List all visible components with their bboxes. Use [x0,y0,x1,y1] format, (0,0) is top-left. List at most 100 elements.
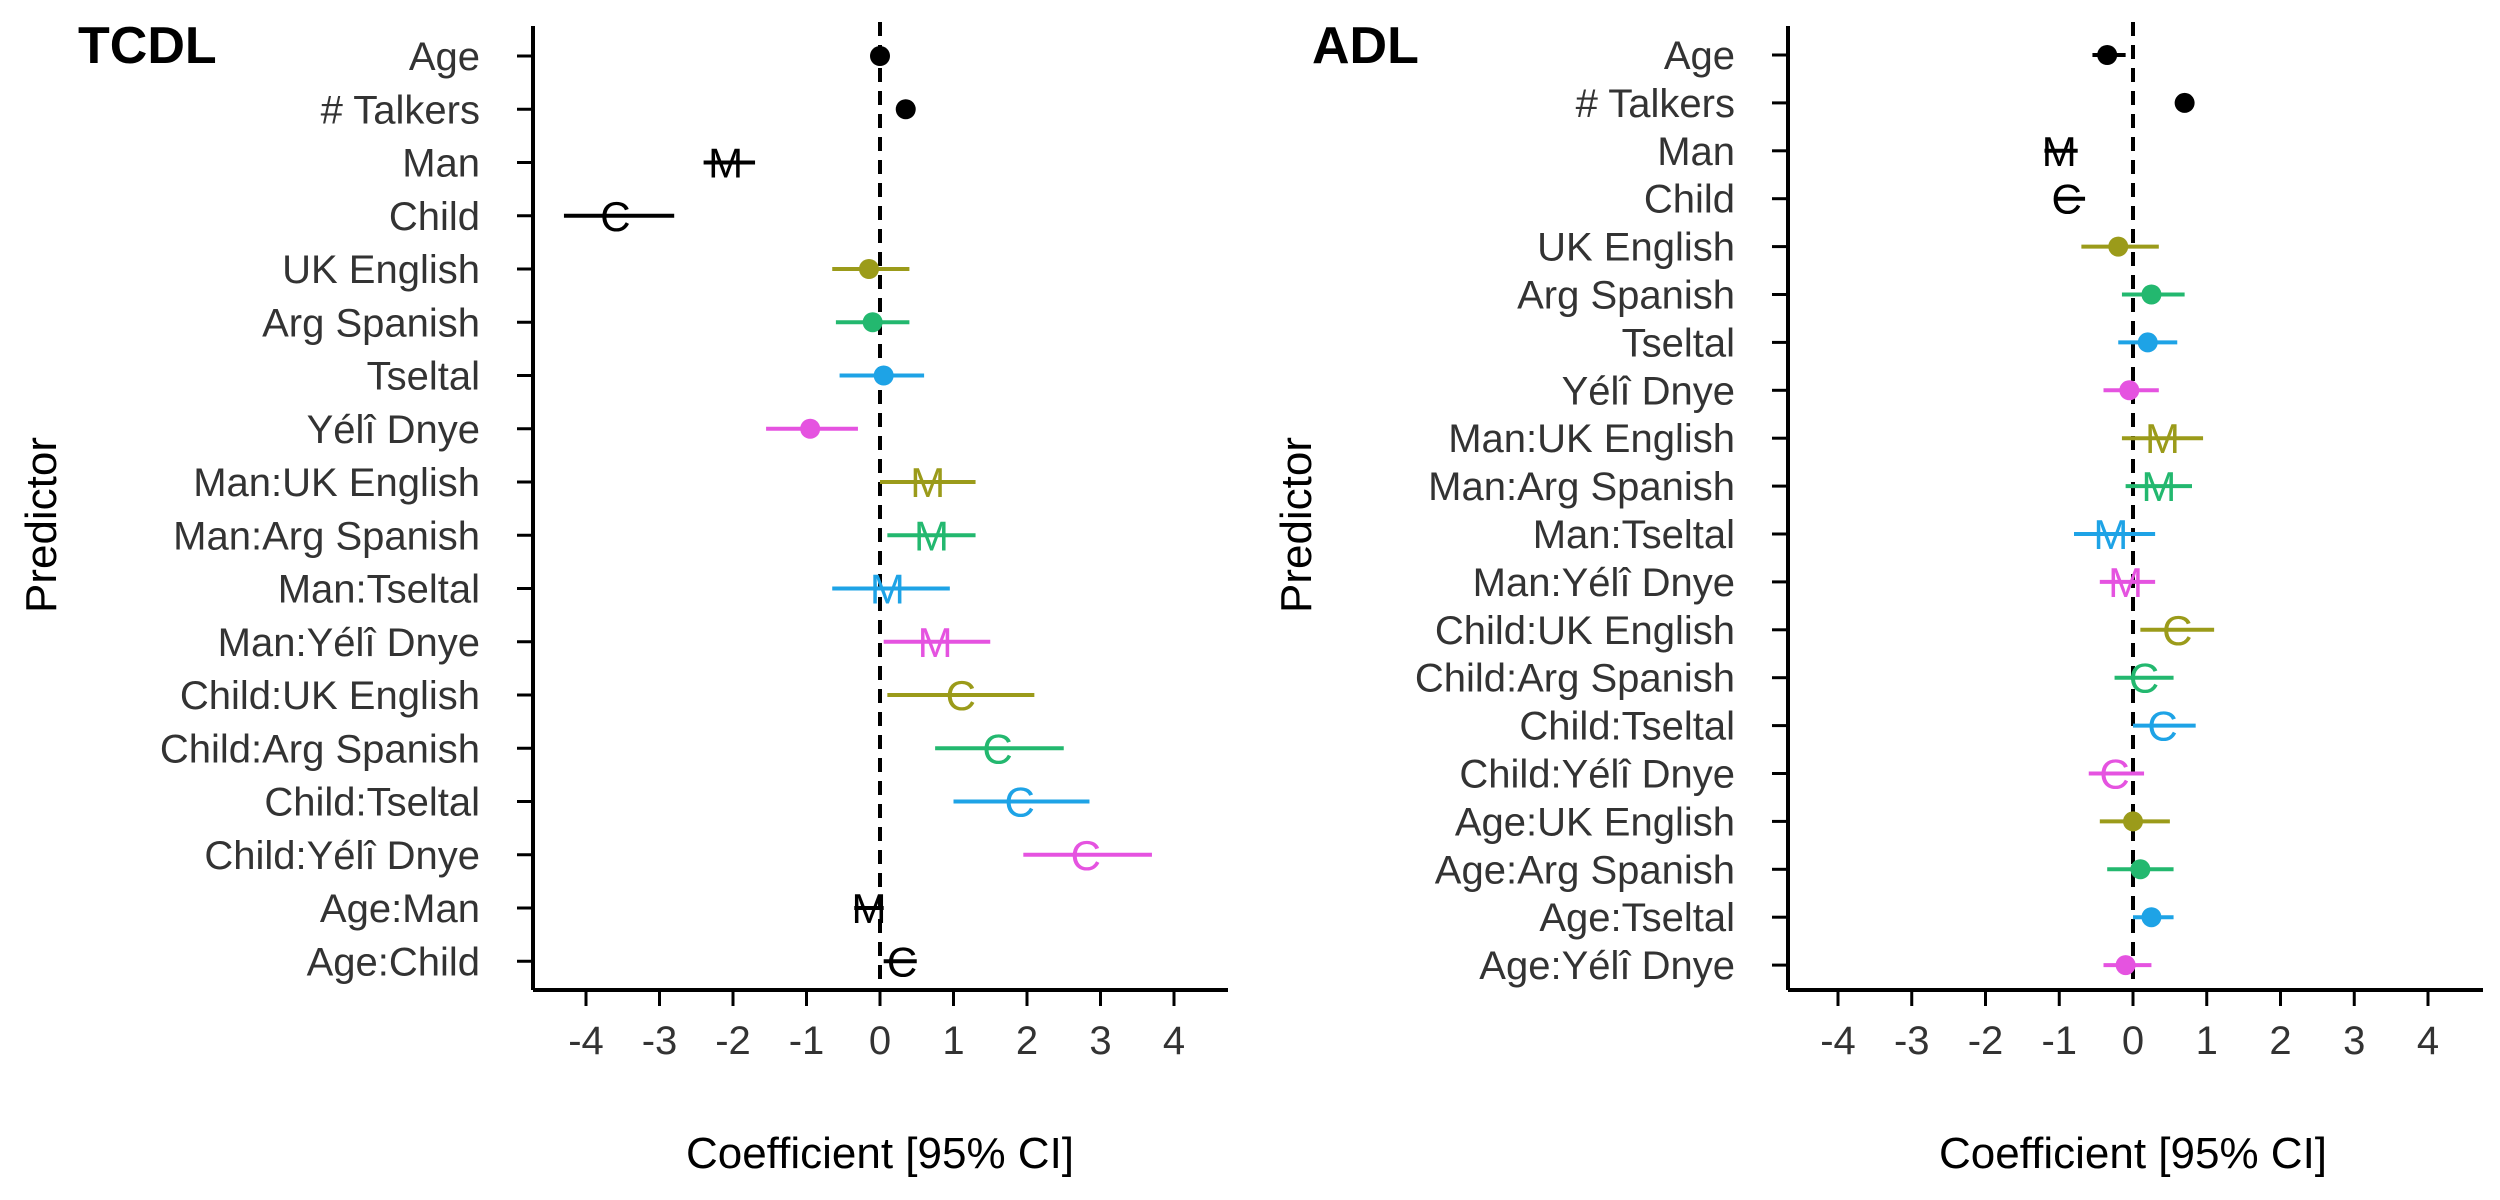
tcdl-row-age-man-point: M [851,885,886,932]
adl-row-child-arg-spanish-label: Child:Arg Spanish [1415,657,1735,701]
tcdl-row-man-label: Man [402,142,480,186]
tcdl-row-man-tseltal-point: M [870,566,905,613]
tcdl-x-axis-title: Coefficient [95% CI] [686,1129,1074,1178]
adl-y-axis-title: Predictor [1272,437,1321,613]
adl-row-yeli-dnye-label: Yélî Dnye [1562,369,1735,413]
tcdl-row-uk-english-point [858,259,879,279]
tcdl-x-tick-label: -4 [568,1019,604,1063]
tcdl-row-age-child-label: Age:Child [307,940,480,984]
tcdl-row-man-arg-spanish-label: Man:Arg Spanish [173,514,480,558]
adl-row-age-tseltal-point [2141,907,2162,928]
tcdl-row-man-uk-english-point: M [910,459,945,506]
tcdl-row-arg-spanish-point [862,312,883,333]
adl-row-uk-english-label: UK English [1537,226,1735,270]
adl-row-child-yeli-dnye-point: C [2099,751,2129,798]
adl-row-child-label: Child [1644,178,1735,222]
adl-row-man-arg-spanish-point: M [2141,463,2176,510]
adl-row-child-point: C [2051,176,2081,223]
tcdl-row-child-arg-spanish-point: C [982,725,1012,772]
tcdl-row-child-point: C [600,193,630,240]
adl-row-arg-spanish-label: Arg Spanish [1517,274,1735,318]
tcdl-row-age-label: Age [409,35,480,79]
tcdl-row-child-label: Child [389,195,480,239]
tcdl-x-tick-label: 1 [942,1019,964,1063]
adl-row-num-talkers-label: # Talkers [1576,82,1735,126]
tcdl-x-tick-label: 3 [1089,1019,1111,1063]
adl-row-tseltal-point [2137,332,2158,353]
adl-x-tick-label: 4 [2417,1019,2439,1063]
adl-row-child-tseltal-label: Child:Tseltal [1519,705,1735,749]
adl-x-tick-label: -1 [2041,1019,2077,1063]
tcdl-row-num-talkers-label: # Talkers [321,88,480,132]
adl-x-tick-label: 1 [2196,1019,2218,1063]
tcdl-row-child-tseltal-point: C [1004,779,1034,826]
tcdl-row-man-tseltal-label: Man:Tseltal [278,568,480,612]
adl-row-man-label: Man [1657,130,1735,174]
tcdl-x-tick-label: -1 [789,1019,825,1063]
tcdl-row-num-talkers-point [895,99,916,120]
adl-row-yeli-dnye-point [2119,380,2140,401]
adl-row-child-tseltal-point: C [2147,703,2177,750]
tcdl-row-uk-english-label: UK English [282,248,480,292]
tcdl-row-man-arg-spanish-point: M [914,512,949,559]
tcdl-row-child-uk-english-point: C [946,672,976,719]
adl-x-tick-label: 0 [2122,1019,2144,1063]
tcdl-row-yeli-dnye-label: Yélî Dnye [307,408,480,452]
tcdl-row-child-yeli-dnye-label: Child:Yélî Dnye [204,834,480,878]
tcdl-row-arg-spanish-label: Arg Spanish [262,301,480,345]
tcdl-row-child-arg-spanish-label: Child:Arg Spanish [160,727,480,771]
tcdl-x-tick-label: -3 [642,1019,678,1063]
adl-row-age-uk-english-label: Age:UK English [1455,800,1735,844]
tcdl-x-tick-label: 4 [1163,1019,1185,1063]
adl-row-man-yeli-dnye-point: M [2108,559,2143,606]
adl-row-man-yeli-dnye-label: Man:Yélî Dnye [1473,561,1735,605]
adl-row-num-talkers-point [2174,92,2195,113]
tcdl-row-tseltal-point [873,365,894,386]
tcdl-row-child-uk-english-label: Child:UK English [180,674,480,718]
tcdl-row-man-point: M [708,140,743,187]
adl-row-child-yeli-dnye-label: Child:Yélî Dnye [1459,753,1735,797]
tcdl-row-man-uk-english-label: Man:UK English [193,461,480,505]
tcdl-row-age-point [870,46,890,66]
adl-row-age-yeli-dnye-label: Age:Yélî Dnye [1479,944,1735,988]
adl-x-tick-label: -2 [1968,1019,2004,1063]
tcdl-row-child-yeli-dnye-point: C [1071,832,1101,879]
adl-row-man-tseltal-point: M [2093,511,2128,558]
adl-row-child-arg-spanish-point: C [2129,655,2159,702]
tcdl-x-tick-label: -2 [715,1019,751,1063]
tcdl-row-man-yeli-dnye-point: M [918,619,953,666]
adl-row-age-uk-english-point [2123,811,2143,832]
adl-row-age-arg-spanish-point [2130,859,2151,880]
tcdl-panel-title: TCDL [78,17,217,75]
adl-x-tick-label: -3 [1894,1019,1930,1063]
tcdl-row-man-yeli-dnye-label: Man:Yélî Dnye [218,621,480,665]
adl-row-tseltal-label: Tseltal [1622,321,1735,365]
tcdl-row-child-tseltal-label: Child:Tseltal [264,781,480,825]
tcdl-y-axis-title: Predictor [17,437,66,613]
adl-row-man-arg-spanish-label: Man:Arg Spanish [1428,465,1735,509]
tcdl-row-tseltal-label: Tseltal [367,355,480,399]
adl-x-tick-label: 2 [2269,1019,2291,1063]
adl-row-child-uk-english-point: C [2162,607,2192,654]
adl-row-age-arg-spanish-label: Age:Arg Spanish [1435,848,1735,892]
adl-row-arg-spanish-point [2141,284,2162,305]
adl-x-tick-label: -4 [1820,1019,1856,1063]
adl-x-tick-label: 3 [2343,1019,2365,1063]
adl-row-child-uk-english-label: Child:UK English [1435,609,1735,653]
tcdl-row-age-man-label: Age:Man [320,887,480,931]
adl-panel-title: ADL [1312,17,1419,75]
adl-row-age-label: Age [1664,34,1735,78]
adl-row-age-yeli-dnye-point [2115,955,2136,976]
tcdl-x-tick-label: 2 [1016,1019,1038,1063]
adl-row-age-point [2097,45,2118,65]
tcdl-panel: TCDL Predictor Coefficient [95% CI] -4 -3… [17,17,1228,1178]
tcdl-row-yeli-dnye-point [800,418,821,439]
adl-row-uk-english-point [2108,236,2129,257]
adl-x-axis-title: Coefficient [95% CI] [1939,1129,2327,1178]
adl-row-man-tseltal-label: Man:Tseltal [1533,513,1735,557]
adl-panel: ADL Predictor Coefficient [95% CI] -4 -3-… [1272,17,2483,1178]
adl-row-man-uk-english-point: M [2145,415,2180,462]
adl-row-age-tseltal-label: Age:Tseltal [1539,896,1735,940]
adl-row-man-uk-english-label: Man:UK English [1448,417,1735,461]
